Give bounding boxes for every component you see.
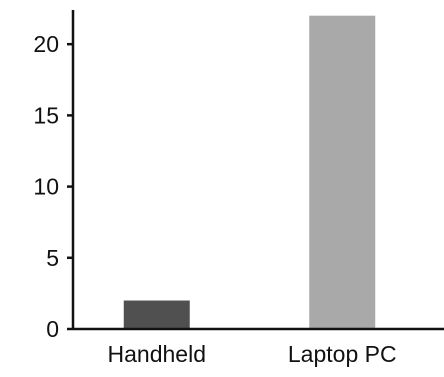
bar-laptop-pc <box>309 15 376 329</box>
bars <box>123 15 376 329</box>
bar-handheld <box>123 300 190 329</box>
x-category-label: Laptop PC <box>288 341 397 367</box>
y-tick-label: 0 <box>46 316 59 342</box>
x-category-label: Handheld <box>108 341 206 367</box>
x-axis-labels: Handheld Laptop PC <box>108 341 397 367</box>
y-tick-label: 15 <box>33 102 59 128</box>
y-tick-label: 5 <box>46 245 59 271</box>
y-tick-label: 20 <box>33 31 59 57</box>
y-tick-label: 10 <box>33 174 59 200</box>
y-axis-ticks: 0 5 10 15 20 <box>33 31 73 342</box>
